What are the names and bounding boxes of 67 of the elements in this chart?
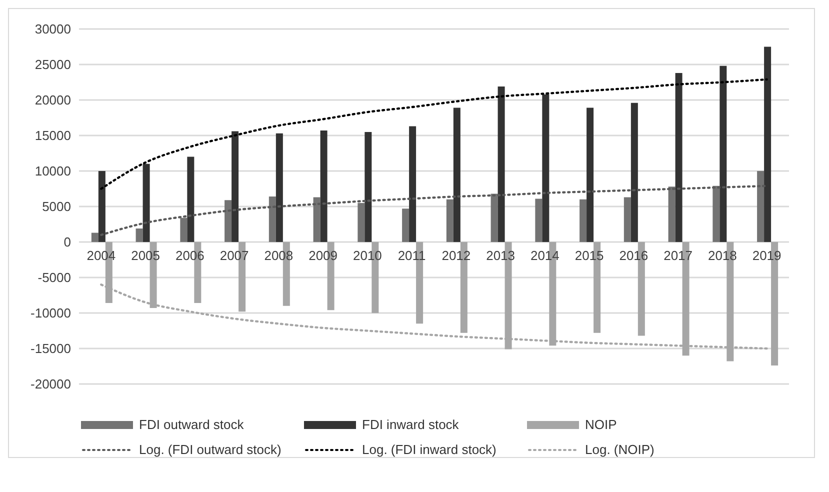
y-tick-label: -5000: [38, 270, 71, 286]
y-tick-label: 20000: [34, 92, 71, 108]
bar: [224, 200, 232, 242]
bar: [364, 132, 372, 242]
bar: [402, 208, 410, 242]
legend-label: Log. (FDI outward stock): [139, 442, 282, 457]
bar: [268, 196, 276, 242]
bar: [187, 156, 194, 242]
bar: [498, 86, 505, 242]
x-tick-label: 2019: [752, 248, 782, 263]
x-tick-label: 2018: [708, 248, 737, 263]
bar: [276, 133, 283, 242]
x-tick-label: 2017: [664, 248, 693, 263]
bar: [232, 131, 239, 242]
y-tick-label: 10000: [34, 164, 71, 179]
y-tick-label: 25000: [34, 57, 71, 72]
y-tick-label: 0: [64, 234, 71, 250]
legend-label: NOIP: [585, 417, 617, 432]
bar: [180, 218, 188, 242]
x-tick-label: 2006: [175, 248, 204, 263]
y-tick-label: 15000: [34, 128, 71, 144]
bar: [580, 199, 587, 242]
y-tick-label: -15000: [30, 341, 71, 356]
bar: [142, 164, 150, 242]
bar: [91, 232, 98, 242]
x-tick-label: 2008: [264, 248, 294, 263]
y-tick-label: 5000: [42, 199, 71, 214]
x-tick-label: 2007: [220, 248, 249, 263]
legend-label: Log. (FDI inward stock): [362, 442, 496, 457]
legend-label: Log. (NOIP): [585, 442, 654, 457]
bar: [535, 198, 542, 242]
bar: [446, 199, 454, 242]
bar: [712, 186, 720, 242]
y-tick-label: -20000: [30, 376, 71, 392]
bar: [320, 130, 328, 242]
line-series: [100, 78, 768, 190]
bar: [630, 102, 638, 242]
bar: [409, 126, 416, 242]
x-tick-label: 2009: [308, 248, 338, 263]
y-tick-label: -10000: [30, 306, 71, 321]
legend-label: FDI inward stock: [362, 417, 459, 432]
bar: [98, 171, 106, 242]
bar: [624, 197, 631, 242]
bar: [675, 73, 682, 242]
line-series: [100, 184, 768, 236]
bar: [453, 108, 460, 242]
bar: [490, 194, 498, 242]
bar: [757, 171, 764, 242]
x-tick-label: 2016: [619, 248, 648, 263]
x-tick-label: 2013: [486, 248, 516, 263]
bar: [586, 108, 594, 242]
x-tick-label: 2014: [530, 248, 560, 263]
bar: [542, 94, 550, 242]
x-tick-label: 2015: [574, 248, 604, 263]
bar: [720, 66, 727, 242]
bar: [313, 197, 320, 242]
x-tick-label: 2011: [398, 248, 426, 263]
x-tick-label: 2004: [86, 248, 116, 263]
x-tick-label: 2010: [352, 248, 382, 263]
bar: [764, 46, 772, 242]
legend-label: FDI outward stock: [139, 417, 244, 432]
y-tick-label: 30000: [34, 22, 71, 37]
bar: [668, 186, 676, 242]
x-tick-label: 2005: [131, 248, 160, 263]
bar: [358, 202, 365, 242]
bar: [136, 228, 143, 242]
x-tick-label: 2012: [442, 248, 471, 263]
